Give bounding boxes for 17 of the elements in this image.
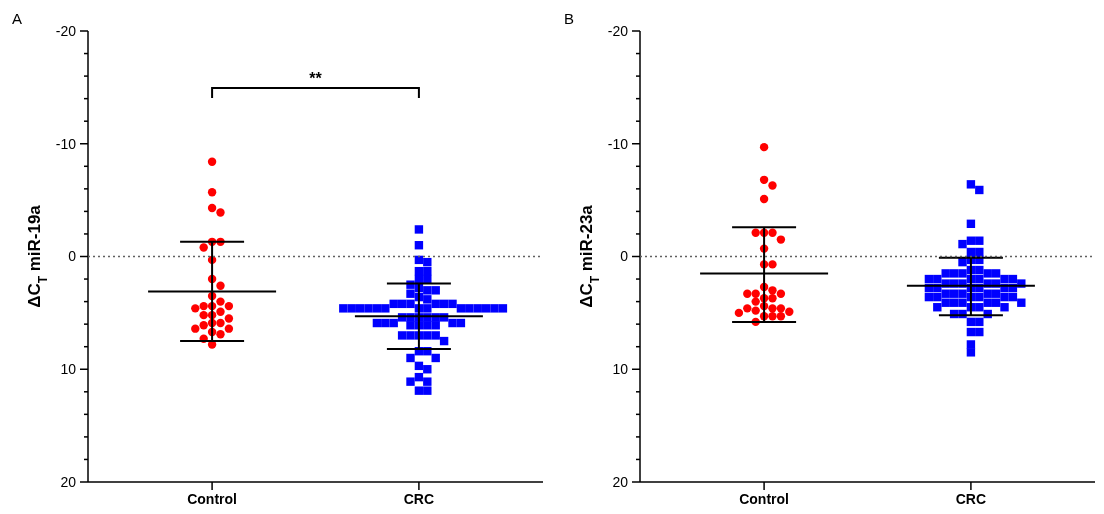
annotation: ** <box>309 70 323 87</box>
y-tick-label: 10 <box>612 361 629 378</box>
x-tick-label: Control <box>739 491 789 507</box>
chart-title: A <box>12 10 23 27</box>
y-tick-label: 20 <box>60 473 77 490</box>
y-tick-label: -10 <box>55 135 77 152</box>
y-tick-label: 0 <box>620 248 629 265</box>
x-tick-label: CRC <box>403 491 435 507</box>
x-tick-label: Control <box>187 491 237 507</box>
y-tick-label: -20 <box>607 22 629 39</box>
y-tick-label: 0 <box>68 248 77 265</box>
y-tick-label: 20 <box>612 473 629 490</box>
x-tick-label: CRC <box>955 491 987 507</box>
y-tick-label: -20 <box>55 22 77 39</box>
y-tick-label: -10 <box>607 135 629 152</box>
chart-title: B <box>564 10 575 27</box>
y-tick-label: 10 <box>60 361 77 378</box>
